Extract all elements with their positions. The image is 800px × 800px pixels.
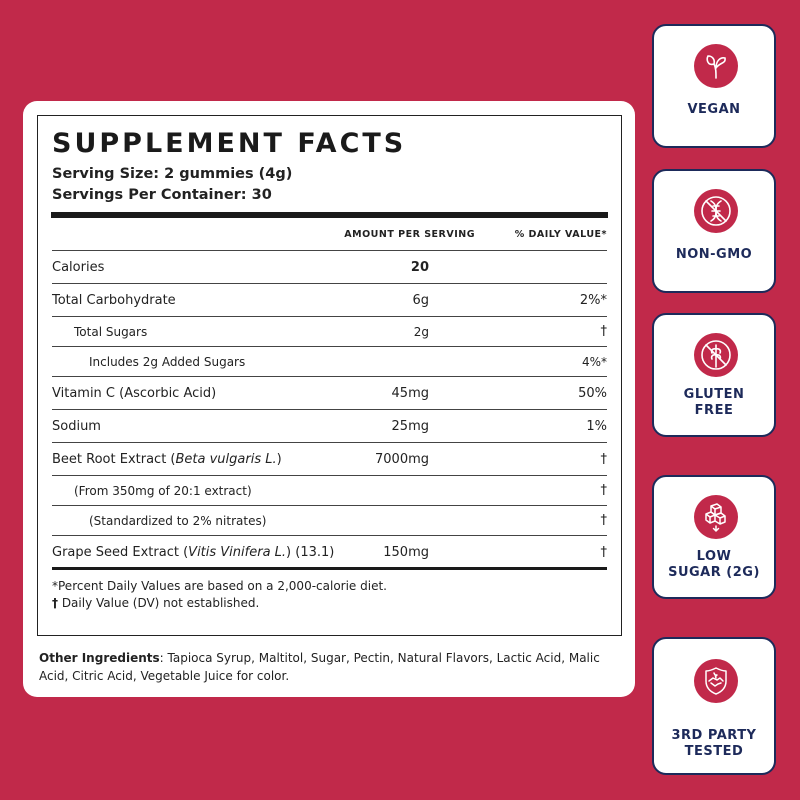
row-name: Includes 2g Added Sugars: [89, 355, 246, 369]
row-amount: 7000mg: [375, 452, 429, 467]
row-name-italic: Vitis Vinifera L.: [188, 545, 287, 560]
badge-low-sugar: LOW SUGAR (2G): [652, 475, 776, 599]
row-dv: †: [600, 324, 608, 339]
row-dv: †: [600, 483, 608, 498]
row-name-end: ): [276, 452, 282, 467]
row-name-end: ) (13.1): [286, 545, 335, 560]
row-name: Calories: [52, 260, 105, 275]
table-row: Beet Root Extract (Beta vulgaris L.) 700…: [52, 443, 607, 476]
dna-crossed-icon: [694, 189, 738, 233]
servings-per-container: Servings Per Container: 30: [52, 187, 272, 203]
other-ingredients: Other Ingredients: Tapioca Syrup, Maltit…: [39, 649, 624, 685]
serving-size: Serving Size: 2 gummies (4g): [52, 166, 293, 182]
badge-label: LOW SUGAR (2G): [654, 549, 774, 581]
row-name: (From 350mg of 20:1 extract): [74, 484, 252, 498]
row-dv: †: [600, 545, 608, 560]
badge-label-line2: SUGAR (2G): [668, 565, 760, 580]
table-row: (Standardized to 2% nitrates) †: [52, 506, 607, 536]
supplement-facts-panel: SUPPLEMENT FACTS Serving Size: 2 gummies…: [37, 115, 622, 636]
row-name: (Standardized to 2% nitrates): [89, 514, 267, 528]
row-dv: 2%*: [579, 293, 607, 308]
row-amount: 20: [410, 260, 429, 275]
table-row: Total Carbohydrate 6g 2%*: [52, 284, 607, 317]
row-amount: 150mg: [383, 545, 429, 560]
table-row: (From 350mg of 20:1 extract) †: [52, 476, 607, 506]
badge-third-party-tested: 3RD PARTY TESTED: [652, 637, 776, 775]
sugar-cubes-icon: [694, 495, 738, 539]
badge-label-line2: TESTED: [684, 744, 744, 759]
badge-label: NON-GMO: [675, 247, 753, 262]
badge-label-line1: LOW: [696, 549, 732, 564]
table-row: Grape Seed Extract (Vitis Vinifera L.) (…: [52, 536, 607, 570]
row-name-start: Beet Root Extract (: [52, 452, 176, 467]
row-dv: 1%: [586, 419, 607, 434]
table-row: Sodium 25mg 1%: [52, 410, 607, 443]
row-name: Total Sugars: [74, 325, 148, 339]
supplement-facts-card: SUPPLEMENT FACTS Serving Size: 2 gummies…: [23, 101, 635, 697]
dagger-symbol: †: [52, 596, 58, 610]
row-amount: 6g: [412, 293, 429, 308]
shield-handshake-icon: [694, 659, 738, 703]
table-header: AMOUNT PER SERVING % DAILY VALUE*: [52, 218, 607, 251]
row-name-italic: Beta vulgaris L.: [175, 452, 277, 467]
footnote-dagger-text: Daily Value (DV) not established.: [58, 596, 260, 610]
footnotes: *Percent Daily Values are based on a 2,0…: [52, 578, 607, 612]
row-name-start: Grape Seed Extract (: [52, 545, 189, 560]
row-name: Total Carbohydrate: [52, 293, 176, 308]
facts-title: SUPPLEMENT FACTS: [52, 128, 407, 159]
row-amount: 45mg: [391, 386, 429, 401]
sprout-icon: [694, 44, 738, 88]
row-amount: 25mg: [391, 419, 429, 434]
badge-gluten-free: GLUTEN FREE: [652, 313, 776, 437]
row-name: Sodium: [52, 419, 101, 434]
table-row: Calories 20: [52, 251, 607, 284]
badge-label: 3RD PARTY TESTED: [654, 728, 774, 760]
badge-vegan: VEGAN: [652, 24, 776, 148]
wheat-crossed-icon: [694, 333, 738, 377]
row-amount: 2g: [413, 325, 429, 339]
table-row: Includes 2g Added Sugars 4%*: [52, 347, 607, 377]
thick-divider: [51, 212, 608, 218]
col-dv-header: % DAILY VALUE*: [514, 229, 607, 240]
col-amount-header: AMOUNT PER SERVING: [344, 229, 475, 240]
badge-label: GLUTEN FREE: [654, 387, 774, 419]
footnote-percent: *Percent Daily Values are based on a 2,0…: [52, 579, 387, 593]
badge-label: VEGAN: [687, 102, 741, 117]
row-name: Vitamin C (Ascorbic Acid): [52, 386, 217, 401]
badge-label-line1: GLUTEN: [683, 387, 745, 402]
badge-label-line1: 3RD PARTY: [671, 728, 757, 743]
row-name: Beet Root Extract (Beta vulgaris L.): [52, 443, 282, 476]
row-dv: †: [600, 452, 608, 467]
footnote-dagger: † Daily Value (DV) not established.: [52, 595, 607, 612]
badge-label-line2: FREE: [694, 403, 734, 418]
badge-non-gmo: NON-GMO: [652, 169, 776, 293]
row-dv: 50%: [578, 386, 607, 401]
other-ingredients-label: Other Ingredients: [39, 651, 160, 665]
row-name: Grape Seed Extract (Vitis Vinifera L.) (…: [52, 536, 334, 570]
row-dv: 4%*: [581, 355, 607, 369]
row-dv: †: [600, 513, 608, 528]
other-ingredients-text: : Tapioca Syrup, Maltitol, Sugar, Pectin…: [39, 651, 600, 683]
table-row: Total Sugars 2g †: [52, 317, 607, 347]
table-row: Vitamin C (Ascorbic Acid) 45mg 50%: [52, 377, 607, 410]
